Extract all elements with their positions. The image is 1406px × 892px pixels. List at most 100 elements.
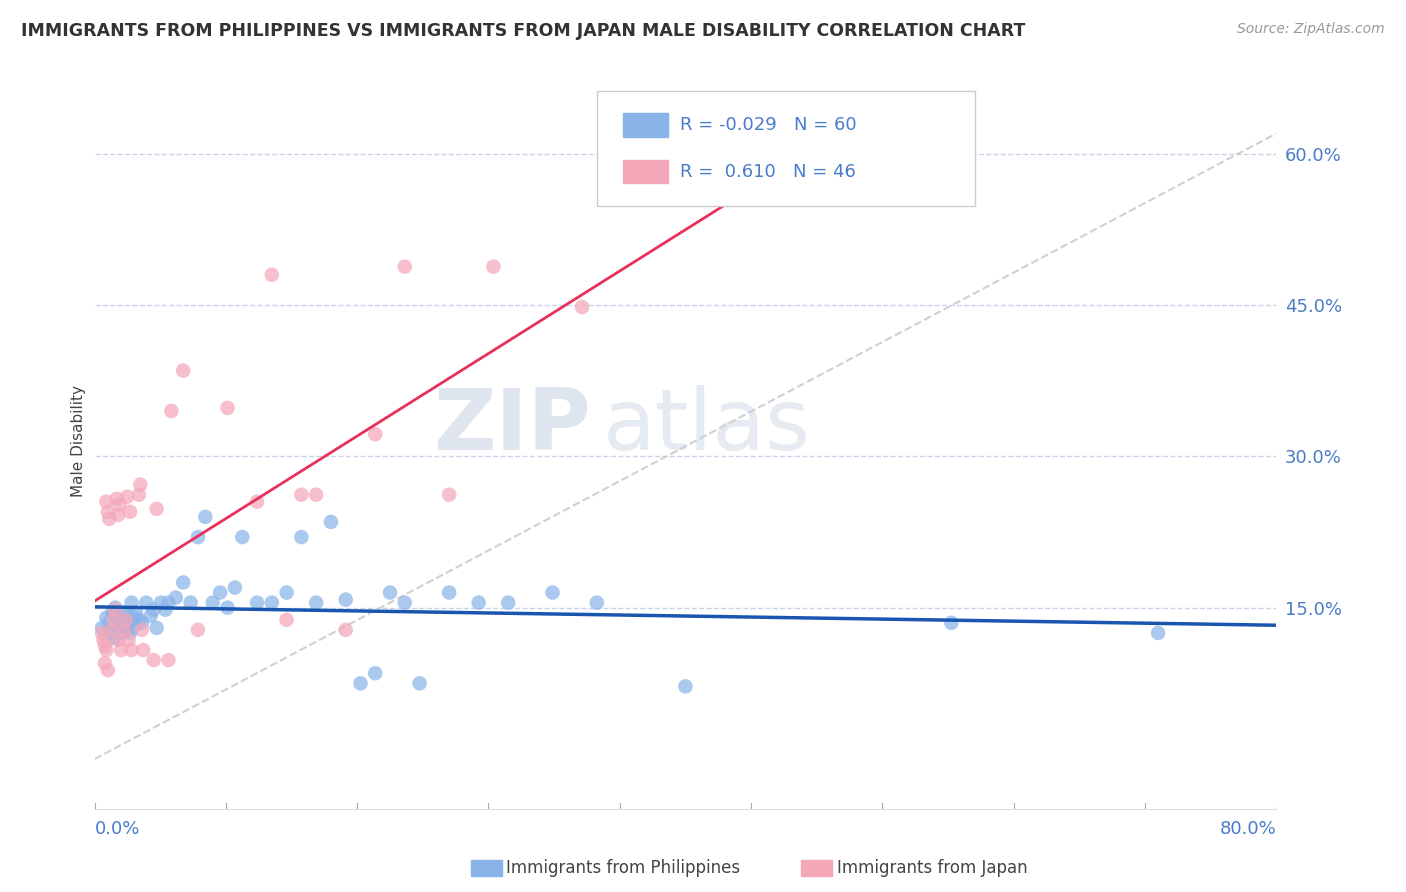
Point (129, 477, 152, 491)
Bar (623, 113, 668, 137)
Point (131, 623, 153, 637)
Point (107, 611, 129, 625)
Point (231, 530, 253, 544)
Point (276, 585, 298, 599)
Point (165, 591, 187, 605)
Point (110, 626, 132, 640)
Point (394, 596, 416, 610)
Point (96, 643, 118, 657)
Point (437, 488, 460, 502)
Point (585, 596, 607, 610)
Point (246, 596, 269, 610)
Point (115, 490, 138, 504)
Point (467, 596, 489, 610)
Point (319, 515, 342, 529)
Point (482, 260, 505, 274)
Point (118, 626, 141, 640)
Point (150, 596, 173, 610)
Point (437, 585, 460, 599)
Point (103, 631, 125, 645)
Point (276, 613, 298, 627)
Point (394, 260, 416, 274)
Text: 80.0%: 80.0% (1219, 820, 1277, 838)
Point (118, 505, 141, 519)
Point (305, 488, 328, 502)
Point (135, 596, 157, 610)
Point (93, 632, 115, 647)
Y-axis label: Male Disability: Male Disability (72, 385, 86, 497)
Point (108, 615, 131, 630)
Point (104, 600, 127, 615)
Point (117, 632, 139, 647)
Point (209, 585, 232, 599)
Point (94, 656, 117, 670)
Point (104, 603, 127, 617)
Point (194, 509, 217, 524)
Point (101, 623, 124, 637)
Point (187, 530, 209, 544)
Point (541, 585, 564, 599)
Point (97, 505, 120, 519)
Point (121, 596, 143, 610)
Point (224, 581, 246, 595)
Point (941, 615, 963, 630)
Point (793, 146, 815, 161)
Point (160, 404, 183, 418)
Point (157, 653, 180, 667)
Point (96, 611, 118, 625)
Text: ZIP: ZIP (433, 385, 591, 468)
Point (124, 611, 146, 625)
Point (128, 613, 150, 627)
Point (408, 676, 430, 690)
Point (121, 643, 143, 657)
Text: Immigrants from Japan: Immigrants from Japan (837, 859, 1028, 877)
Point (125, 606, 148, 620)
Point (103, 613, 125, 627)
Point (364, 666, 387, 681)
Point (172, 363, 194, 377)
Point (145, 501, 167, 516)
Point (335, 623, 357, 637)
Point (107, 508, 129, 522)
Point (114, 623, 136, 637)
Point (201, 596, 224, 610)
Point (96, 494, 118, 508)
Point (107, 632, 129, 647)
Point (110, 643, 132, 657)
Point (260, 596, 283, 610)
Point (115, 608, 138, 623)
Point (157, 596, 180, 610)
Point (180, 596, 202, 610)
Point (105, 491, 128, 506)
Point (114, 613, 136, 627)
Point (112, 613, 135, 627)
Text: 0.0%: 0.0% (94, 820, 141, 838)
Point (335, 592, 357, 607)
Point (97, 663, 120, 677)
Point (101, 606, 124, 620)
Point (131, 615, 153, 630)
Point (100, 626, 122, 640)
Text: IMMIGRANTS FROM PHILIPPINES VS IMMIGRANTS FROM JAPAN MALE DISABILITY CORRELATION: IMMIGRANTS FROM PHILIPPINES VS IMMIGRANT… (21, 22, 1025, 40)
Point (91, 626, 114, 640)
Point (172, 575, 194, 590)
Point (112, 623, 135, 637)
Point (290, 488, 312, 502)
Point (105, 621, 128, 635)
Point (349, 676, 371, 690)
Point (108, 498, 131, 512)
Point (496, 596, 519, 610)
Text: R =  0.610   N = 46: R = 0.610 N = 46 (679, 162, 855, 181)
Point (305, 596, 328, 610)
Text: atlas: atlas (603, 385, 811, 468)
Point (155, 603, 177, 617)
Point (128, 488, 150, 502)
Point (571, 300, 593, 314)
Point (122, 621, 145, 635)
Point (217, 600, 239, 615)
Point (260, 268, 283, 282)
Point (364, 427, 387, 442)
Point (98, 615, 121, 630)
Point (139, 608, 162, 623)
Text: Source: ZipAtlas.com: Source: ZipAtlas.com (1237, 22, 1385, 37)
